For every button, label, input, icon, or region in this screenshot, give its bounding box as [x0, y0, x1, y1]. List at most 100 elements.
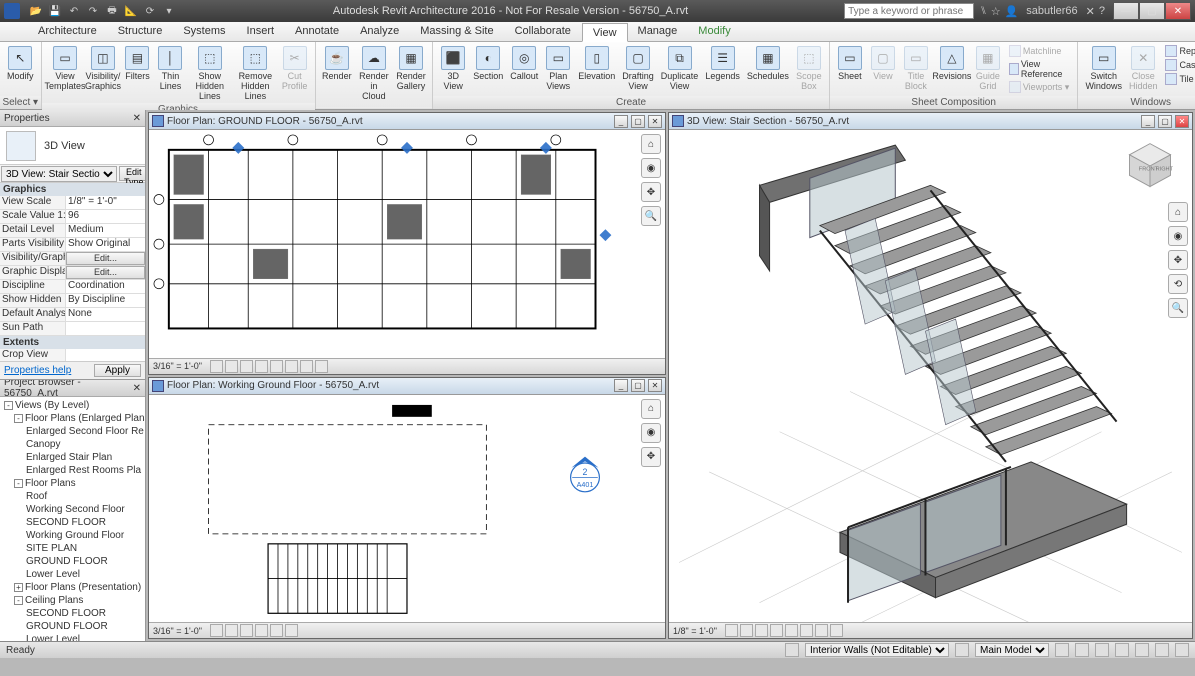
nav-orbit-icon[interactable]: ⟲ [1168, 274, 1188, 294]
detail-level-icon[interactable] [210, 360, 223, 373]
viewport-working-ground[interactable]: Floor Plan: Working Ground Floor - 56750… [148, 377, 666, 640]
viewport-close-button[interactable]: ✕ [648, 115, 662, 128]
qat-redo-icon[interactable]: ↷ [85, 3, 101, 19]
ribbon-modify-button[interactable]: ↖Modify [4, 44, 37, 83]
props-section-extents[interactable]: Extents [0, 336, 145, 349]
tree-node[interactable]: Working Ground Floor [2, 529, 143, 542]
props-row[interactable]: Visibility/Graph...Edit... [0, 252, 145, 266]
select-links-icon[interactable] [1075, 643, 1089, 657]
tab-insert[interactable]: Insert [237, 22, 286, 41]
tree-node[interactable]: GROUND FLOOR [2, 555, 143, 568]
tree-node[interactable]: Working Second Floor [2, 503, 143, 516]
tree-node[interactable]: SECOND FLOOR [2, 607, 143, 620]
props-row[interactable]: Detail LevelMedium [0, 224, 145, 238]
viewport-canvas[interactable]: FRONT RIGHT ⌂ ◉ ✥ ⟲ 🔍 [669, 130, 1192, 622]
shadows-icon[interactable] [770, 624, 783, 637]
ribbon-visibility-graphics-button[interactable]: ◫Visibility/Graphics [86, 44, 121, 93]
ribbon-plan-views-button[interactable]: ▭PlanViews [542, 44, 574, 93]
editable-only-icon[interactable] [1055, 643, 1069, 657]
nav-home-icon[interactable]: ⌂ [641, 399, 661, 419]
crop-icon[interactable] [270, 360, 283, 373]
ribbon-view-templates-button[interactable]: ▭ViewTemplates [46, 44, 85, 93]
ribbon--d-view-button[interactable]: ⬛3DView [437, 44, 469, 93]
nav-wheel-icon[interactable]: ◉ [641, 158, 661, 178]
ribbon-show-hidden-lines-button[interactable]: ⬚ShowHidden Lines [187, 44, 232, 103]
props-value[interactable]: Show Original [66, 238, 145, 251]
tree-node[interactable]: SECOND FLOOR [2, 516, 143, 529]
viewport-max-button[interactable]: ▢ [631, 115, 645, 128]
view-scale[interactable]: 3/16" = 1'-0" [153, 626, 202, 636]
detail-level-icon[interactable] [210, 624, 223, 637]
hide-isolate-icon[interactable] [300, 360, 313, 373]
filter-icon[interactable] [1175, 643, 1189, 657]
ribbon-tile-button[interactable]: Tile [1163, 72, 1195, 86]
tree-node[interactable]: -Views (By Level) [2, 399, 143, 412]
ribbon-section-button[interactable]: ◐Section [470, 44, 506, 83]
tab-architecture[interactable]: Architecture [28, 22, 108, 41]
tree-node[interactable]: Roof [2, 490, 143, 503]
qat-more-icon[interactable]: ▾ [161, 3, 177, 19]
nav-wheel-icon[interactable]: ◉ [1168, 226, 1188, 246]
props-value[interactable]: Medium [66, 224, 145, 237]
project-tree[interactable]: -Views (By Level)-Floor Plans (Enlarged … [0, 397, 145, 641]
subscription-icon[interactable]: ⑊ [980, 5, 987, 17]
props-value[interactable]: Edit... [66, 252, 145, 265]
ribbon-view-reference-button[interactable]: View Reference [1007, 58, 1074, 80]
props-row[interactable]: View Scale1/8" = 1'-0" [0, 196, 145, 210]
ribbon-remove-hidden-lines-button[interactable]: ⬚RemoveHidden Lines [233, 44, 278, 103]
viewport-max-button[interactable]: ▢ [631, 379, 645, 392]
app-icon[interactable] [4, 3, 20, 19]
select-underlay-icon[interactable] [1095, 643, 1109, 657]
tree-expander-icon[interactable]: - [4, 401, 13, 410]
viewport-canvas[interactable]: ⌂ ◉ ✥ 🔍 [149, 130, 665, 358]
props-section-graphics[interactable]: Graphics [0, 183, 145, 196]
browser-close-icon[interactable]: ✕ [133, 383, 141, 394]
tab-annotate[interactable]: Annotate [285, 22, 350, 41]
viewport-title-bar[interactable]: 3D View: Stair Section - 56750_A.rvt _ ▢… [669, 113, 1192, 130]
close-button[interactable]: ✕ [1165, 2, 1191, 20]
props-row[interactable]: Graphic Displa...Edit... [0, 266, 145, 280]
viewport-title-bar[interactable]: Floor Plan: Working Ground Floor - 56750… [149, 378, 665, 395]
props-row[interactable]: Crop View [0, 349, 145, 361]
section-callout[interactable]: 2 A401 [565, 455, 605, 495]
model-select[interactable]: Main Model [975, 643, 1049, 657]
sun-path-icon[interactable] [240, 624, 253, 637]
ribbon-cascade-button[interactable]: Cascade [1163, 58, 1195, 72]
tree-node[interactable]: -Ceiling Plans [2, 594, 143, 607]
tree-expander-icon[interactable]: + [14, 583, 23, 592]
search-input[interactable] [844, 3, 974, 19]
view-scale[interactable]: 3/16" = 1'-0" [153, 361, 202, 371]
properties-close-icon[interactable]: ✕ [133, 113, 141, 124]
minimize-button[interactable]: — [1113, 2, 1139, 20]
tab-view[interactable]: View [582, 23, 628, 42]
select-pinned-icon[interactable] [1115, 643, 1129, 657]
tree-node[interactable]: Enlarged Stair Plan [2, 451, 143, 464]
tab-analyze[interactable]: Analyze [350, 22, 410, 41]
props-value[interactable] [66, 322, 145, 335]
tree-expander-icon[interactable]: - [14, 596, 23, 605]
select-face-icon[interactable] [1135, 643, 1149, 657]
ribbon-render-button[interactable]: ☕Render [320, 44, 354, 83]
star-icon[interactable]: ☆ [991, 5, 1001, 18]
ribbon-sheet-button[interactable]: ▭Sheet [834, 44, 866, 83]
viewport-min-button[interactable]: _ [614, 115, 628, 128]
viewport-max-button[interactable]: ▢ [1158, 115, 1172, 128]
ribbon-revisions-button[interactable]: △Revisions [933, 44, 971, 83]
tree-node[interactable]: +Floor Plans (Presentation) [2, 581, 143, 594]
tree-node[interactable]: SITE PLAN [2, 542, 143, 555]
sun-path-icon[interactable] [755, 624, 768, 637]
props-row[interactable]: Parts VisibilityShow Original [0, 238, 145, 252]
props-value[interactable]: 1/8" = 1'-0" [66, 196, 145, 209]
props-value[interactable]: Coordination [66, 280, 145, 293]
tab-collaborate[interactable]: Collaborate [505, 22, 582, 41]
viewport-close-button[interactable]: ✕ [1175, 115, 1189, 128]
detail-level-icon[interactable] [725, 624, 738, 637]
ribbon-schedules-button[interactable]: ▦Schedules [744, 44, 792, 83]
exchange-icon[interactable]: ✕ [1086, 5, 1095, 18]
qat-save-icon[interactable]: 💾 [47, 3, 63, 19]
qat-open-icon[interactable]: 📂 [28, 3, 44, 19]
qat-print-icon[interactable]: 🖶 [104, 3, 120, 19]
visual-style-icon[interactable] [225, 624, 238, 637]
tree-node[interactable]: Canopy [2, 438, 143, 451]
nav-pan-icon[interactable]: ✥ [641, 182, 661, 202]
